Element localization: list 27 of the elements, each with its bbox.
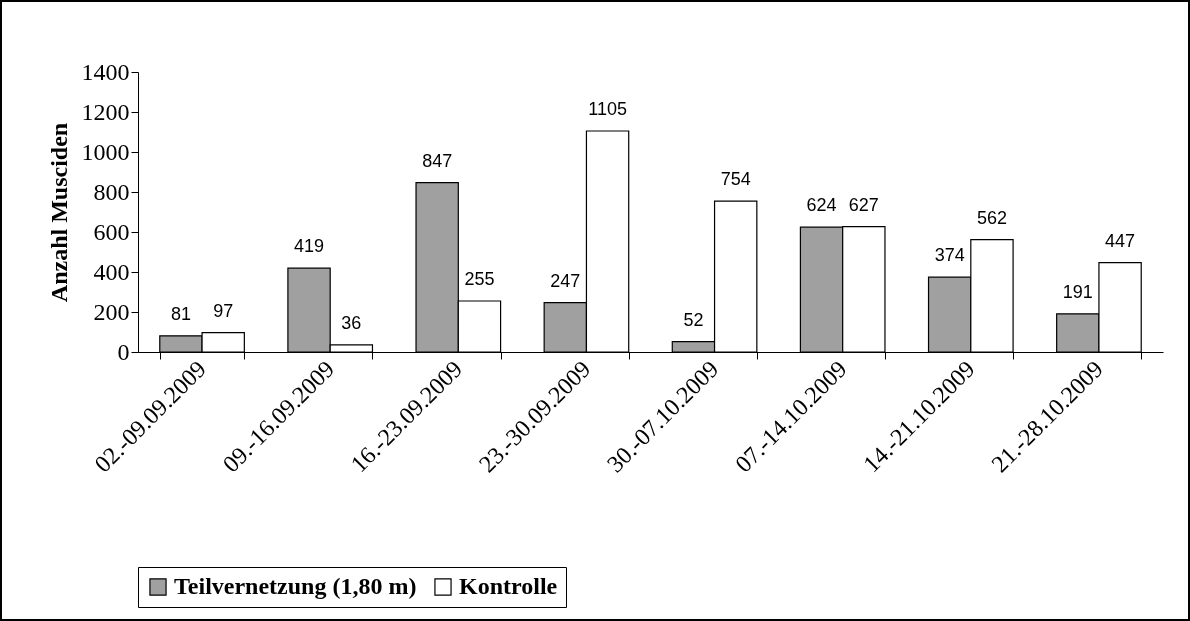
data-label: 247 bbox=[550, 270, 581, 291]
data-label: 81 bbox=[170, 303, 191, 324]
data-label: 97 bbox=[213, 300, 234, 321]
legend-label: Teilvernetzung (1,80 m) bbox=[174, 573, 417, 599]
data-label: 1105 bbox=[588, 99, 627, 119]
y-tick-label: 800 bbox=[93, 178, 130, 205]
y-tick-label: 1200 bbox=[81, 98, 130, 125]
y-tick-label: 1000 bbox=[81, 138, 130, 165]
data-label: 255 bbox=[464, 269, 495, 289]
y-tick-label: 0 bbox=[117, 338, 130, 365]
data-label: 847 bbox=[422, 150, 453, 171]
data-label: 191 bbox=[1062, 281, 1093, 302]
y-axis-title: Anzahl Musciden bbox=[45, 122, 72, 303]
data-label: 754 bbox=[720, 169, 751, 190]
legend-label: Kontrolle bbox=[459, 573, 558, 599]
data-label: 624 bbox=[806, 195, 837, 216]
data-label: 374 bbox=[934, 245, 965, 266]
data-label: 447 bbox=[1105, 230, 1136, 251]
y-tick-label: 1400 bbox=[81, 58, 130, 85]
y-tick-label: 600 bbox=[93, 218, 130, 245]
data-label: 627 bbox=[848, 194, 879, 215]
data-label: 36 bbox=[341, 312, 362, 333]
data-label: 52 bbox=[683, 309, 704, 330]
y-tick-label: 400 bbox=[93, 258, 130, 285]
data-label: 419 bbox=[294, 236, 325, 257]
data-label: 562 bbox=[976, 207, 1007, 228]
y-tick-label: 200 bbox=[93, 298, 130, 325]
